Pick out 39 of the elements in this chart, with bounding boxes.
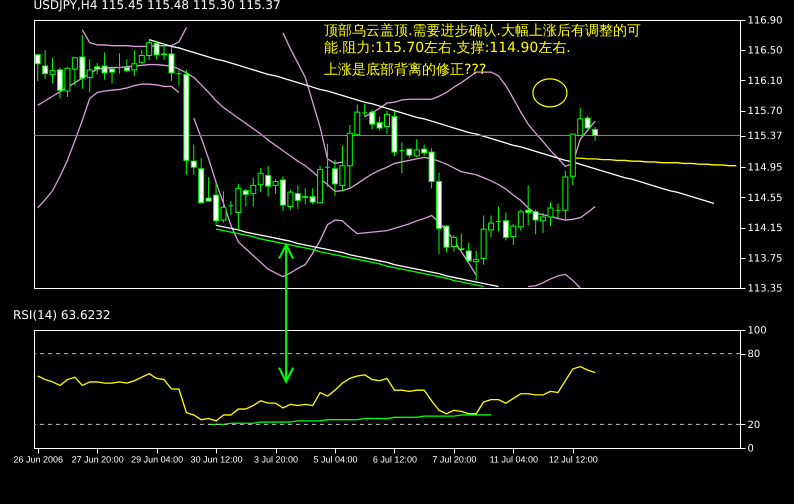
candlestick — [116, 52, 122, 74]
candlestick — [592, 126, 598, 142]
y-tick-label: 100 — [748, 326, 767, 336]
candlestick — [495, 206, 502, 232]
candlestick — [324, 143, 331, 188]
y-tick-label: 114.15 — [748, 223, 782, 234]
y-tick-label: 113.75 — [748, 253, 782, 264]
y-tick-label: 116.90 — [748, 16, 782, 26]
y-tick-label: 115.70 — [748, 106, 782, 118]
x-tick-label: 7 Jul 20:00 — [432, 454, 476, 464]
y-tick-label: 113.35 — [748, 284, 782, 294]
candlestick — [176, 69, 182, 86]
y-tick-label: 80 — [748, 349, 760, 360]
candlestick — [228, 200, 234, 216]
chart-title: USDJPY,H4 115.45 115.48 115.30 115.37 — [34, 0, 281, 12]
y-tick-label: 0 — [748, 444, 754, 454]
candlestick — [398, 142, 405, 174]
x-tick-label: 26 Jun 2006 — [13, 454, 63, 464]
x-tick-label: 12 Jul 12:00 — [548, 454, 598, 464]
x-tick-label: 11 Jul 04:00 — [490, 454, 538, 464]
y-tick-label: 115.37 — [748, 131, 782, 142]
x-tick-label: 27 Jun 20:00 — [72, 454, 124, 464]
y-tick-label: 116.10 — [748, 76, 782, 87]
annotation: 能.阻力:115.70左右.支撑:114.90左右. — [324, 40, 571, 56]
line-series — [37, 366, 596, 422]
x-tick-label: 6 Jul 12:00 — [372, 454, 417, 464]
x-tick-label: 30 Jun 12:00 — [190, 454, 243, 464]
x-tick-label: 5 Jul 04:00 — [313, 454, 358, 464]
y-tick-label: 116.50 — [748, 46, 782, 57]
candlestick — [458, 233, 464, 252]
x-tick-label: 3 Jul 20:00 — [254, 454, 298, 464]
line-series — [148, 38, 715, 204]
annotation: 顶部乌云盖顶.需要进步确认.大幅上涨后有调整的可 — [324, 23, 641, 39]
chart-title: RSI(14) 63.6232 — [12, 308, 111, 322]
candlestick — [554, 202, 561, 220]
x-tick-label: 29 Jun 04:00 — [131, 454, 184, 464]
y-tick-label: 114.95 — [748, 162, 782, 174]
y-tick-label: 114.55 — [748, 192, 782, 204]
y-tick-label: 20 — [748, 420, 760, 431]
